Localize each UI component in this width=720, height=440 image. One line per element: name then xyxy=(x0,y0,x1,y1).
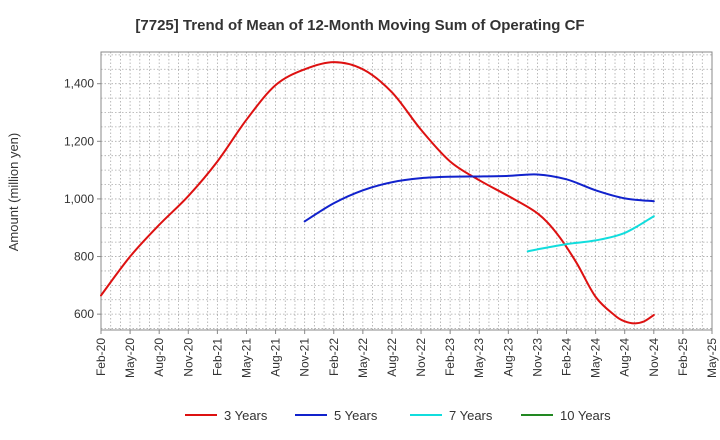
legend-label: 7 Years xyxy=(449,408,493,423)
legend-label: 10 Years xyxy=(560,408,611,423)
x-tick-label: May-21 xyxy=(239,338,253,378)
x-tick-label: Nov-24 xyxy=(647,338,661,377)
y-tick-label: 1,400 xyxy=(64,77,94,91)
x-tick-label: May-24 xyxy=(589,338,603,378)
x-tick-label: Feb-23 xyxy=(443,338,457,376)
series-line-5-years xyxy=(303,173,655,223)
y-tick-label: 800 xyxy=(74,250,94,264)
x-tick-label: Aug-20 xyxy=(152,338,166,377)
y-tick-label: 600 xyxy=(74,307,94,321)
x-tick-label: Aug-21 xyxy=(269,338,283,377)
y-axis: 600 800 1,000 1,200 1,400 xyxy=(64,77,101,321)
chart-title: [7725] Trend of Mean of 12-Month Moving … xyxy=(135,17,584,34)
legend-label: 3 Years xyxy=(224,408,268,423)
x-tick-label: Aug-22 xyxy=(385,338,399,377)
x-axis: Feb-20 May-20 Aug-20 Nov-20 Feb-21 May-21 Aug-… xyxy=(94,330,719,378)
series-lines xyxy=(100,61,655,325)
legend-label: 5 Years xyxy=(334,408,378,423)
x-tick-label: May-25 xyxy=(705,338,719,378)
plot-frame xyxy=(100,51,713,331)
x-tick-label: May-23 xyxy=(472,338,486,378)
y-tick-label: 1,000 xyxy=(64,192,94,206)
x-tick-label: Nov-23 xyxy=(530,338,544,377)
grid xyxy=(100,52,713,330)
series-line-7-years xyxy=(526,215,655,253)
x-tick-label: Feb-22 xyxy=(327,338,341,376)
x-tick-label: May-20 xyxy=(123,338,137,378)
x-tick-label: Feb-21 xyxy=(210,338,224,376)
x-tick-label: May-22 xyxy=(356,338,370,378)
x-tick-label: Aug-24 xyxy=(618,338,632,377)
x-tick-label: Nov-21 xyxy=(298,338,312,377)
y-axis-label: Amount (million yen) xyxy=(6,133,21,252)
x-tick-label: Nov-20 xyxy=(181,338,195,377)
x-tick-label: Aug-23 xyxy=(501,338,515,377)
series-line-3-years xyxy=(100,61,655,325)
y-tick-label: 1,200 xyxy=(64,134,94,148)
x-tick-label: Feb-25 xyxy=(676,338,690,376)
x-tick-label: Feb-24 xyxy=(560,338,574,376)
x-tick-label: Nov-22 xyxy=(414,338,428,377)
legend: 3 Years 5 Years 7 Years 10 Years xyxy=(185,408,611,423)
x-tick-label: Feb-20 xyxy=(94,338,108,376)
